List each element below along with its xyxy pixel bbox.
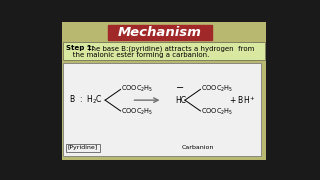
Text: HC: HC: [176, 96, 187, 105]
FancyBboxPatch shape: [63, 63, 261, 156]
Text: COOC$_2$H$_5$: COOC$_2$H$_5$: [121, 107, 154, 117]
Text: Mechanism: Mechanism: [118, 26, 202, 39]
Text: Step 1:: Step 1:: [66, 46, 95, 51]
Text: + BH$^+$: + BH$^+$: [229, 94, 256, 106]
Text: COOC$_2$H$_5$: COOC$_2$H$_5$: [201, 107, 234, 117]
Text: B  :  H$_2$C: B : H$_2$C: [69, 94, 103, 106]
Text: The base B:(pyridine) attracts a hydrogen  from: The base B:(pyridine) attracts a hydroge…: [85, 46, 254, 52]
Text: Carbanion: Carbanion: [182, 145, 214, 150]
Text: [Pyridine]: [Pyridine]: [68, 145, 98, 150]
FancyBboxPatch shape: [62, 22, 266, 160]
Text: the malonic ester forming a carbanion.: the malonic ester forming a carbanion.: [66, 52, 210, 58]
FancyBboxPatch shape: [108, 25, 212, 40]
Text: COOC$_2$H$_5$: COOC$_2$H$_5$: [121, 84, 154, 94]
Text: −: −: [176, 83, 184, 93]
Text: COOC$_2$H$_5$: COOC$_2$H$_5$: [201, 84, 234, 94]
FancyBboxPatch shape: [63, 42, 265, 60]
